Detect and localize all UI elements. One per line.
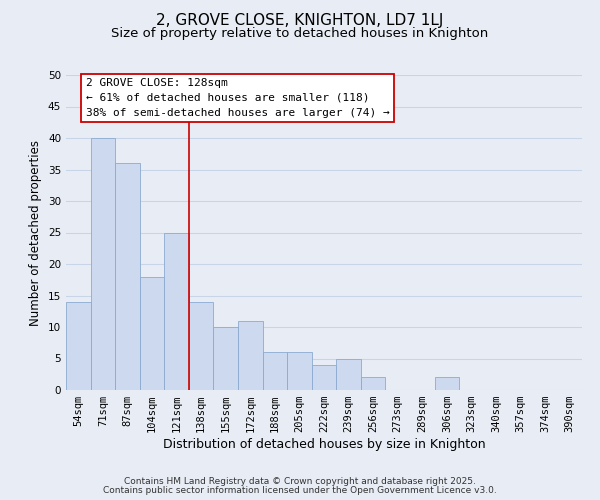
Bar <box>312 365 336 390</box>
Bar <box>189 302 214 390</box>
Bar <box>336 358 361 390</box>
X-axis label: Distribution of detached houses by size in Knighton: Distribution of detached houses by size … <box>163 438 485 451</box>
Bar <box>263 352 287 390</box>
Bar <box>164 232 189 390</box>
Text: 2, GROVE CLOSE, KNIGHTON, LD7 1LJ: 2, GROVE CLOSE, KNIGHTON, LD7 1LJ <box>157 12 443 28</box>
Bar <box>238 320 263 390</box>
Bar <box>91 138 115 390</box>
Text: 2 GROVE CLOSE: 128sqm
← 61% of detached houses are smaller (118)
38% of semi-det: 2 GROVE CLOSE: 128sqm ← 61% of detached … <box>86 78 389 118</box>
Text: Size of property relative to detached houses in Knighton: Size of property relative to detached ho… <box>112 28 488 40</box>
Y-axis label: Number of detached properties: Number of detached properties <box>29 140 43 326</box>
Text: Contains public sector information licensed under the Open Government Licence v3: Contains public sector information licen… <box>103 486 497 495</box>
Bar <box>434 378 459 390</box>
Bar <box>214 327 238 390</box>
Bar <box>287 352 312 390</box>
Bar <box>115 163 140 390</box>
Bar <box>66 302 91 390</box>
Bar <box>361 378 385 390</box>
Bar <box>140 276 164 390</box>
Text: Contains HM Land Registry data © Crown copyright and database right 2025.: Contains HM Land Registry data © Crown c… <box>124 477 476 486</box>
